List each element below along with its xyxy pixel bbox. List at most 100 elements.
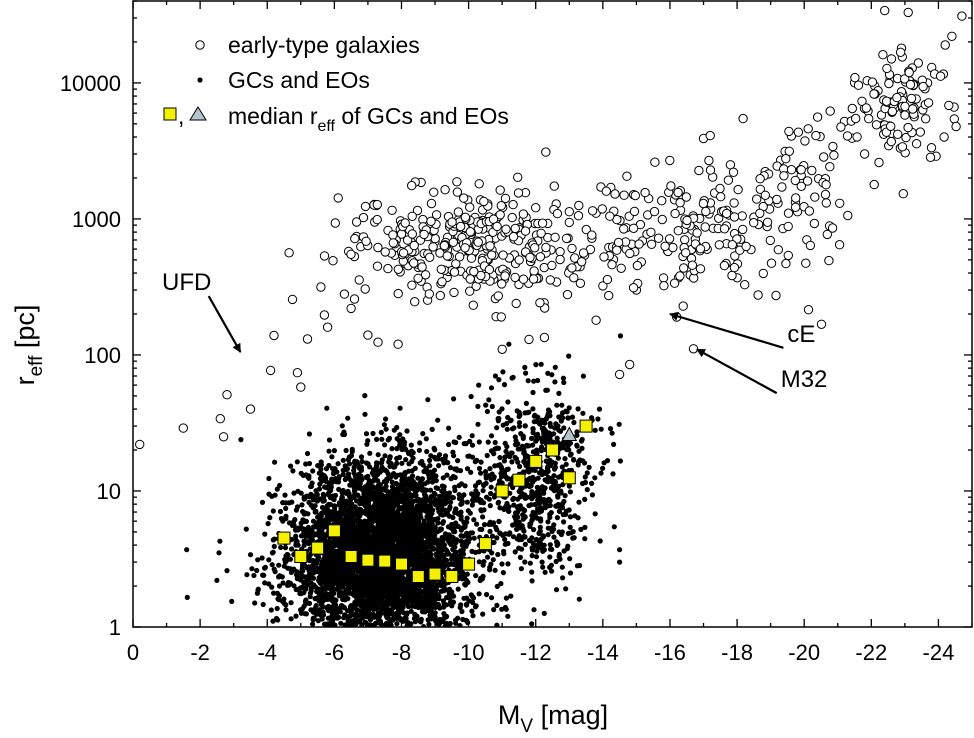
gc-eo-point: [329, 454, 335, 460]
gc-eo-point: [488, 490, 494, 497]
gc-eo-point: [286, 500, 292, 506]
gc-eo-point: [457, 604, 463, 611]
galaxy-point: [500, 271, 510, 281]
gc-eo-point: [303, 611, 309, 617]
galaxy-point: [598, 281, 608, 291]
galaxy-point: [581, 224, 591, 235]
galaxy-point: [460, 212, 471, 223]
galaxy-point: [409, 258, 419, 268]
galaxy-point: [284, 248, 294, 258]
galaxy-point: [762, 217, 773, 228]
gc-eo-point: [357, 617, 363, 624]
galaxy-point: [646, 227, 656, 238]
galaxy-point: [622, 171, 632, 181]
gc-eo-point: [416, 560, 422, 566]
gc-eo-point: [278, 544, 284, 551]
gc-eo-point: [347, 532, 353, 538]
gc-eo-point: [435, 548, 441, 554]
gc-eo-point: [464, 499, 470, 505]
galaxy-point: [781, 258, 791, 269]
galaxy-point: [681, 192, 691, 202]
gc-eo-point: [424, 608, 430, 614]
gc-eo-point: [270, 508, 276, 514]
gc-eo-point: [249, 566, 255, 572]
galaxy-point: [864, 114, 874, 124]
gc-eo-point: [410, 549, 416, 555]
galaxy-point: [949, 114, 959, 124]
gc-eo-point: [430, 475, 436, 481]
galaxy-point: [783, 250, 793, 261]
gc-eo-point: [290, 468, 296, 474]
gc-eo-point: [343, 579, 349, 585]
gc-eo-point: [424, 566, 430, 572]
gc-eo-point: [351, 592, 357, 598]
gc-eo-point: [308, 588, 314, 594]
gc-eo-point: [387, 454, 393, 460]
gc-eo-point: [265, 521, 271, 527]
galaxy-point: [328, 256, 338, 266]
gc-eo-point: [244, 572, 250, 578]
gc-eo-point: [327, 502, 334, 508]
gc-eo-point: [471, 517, 477, 523]
gc-eo-point: [429, 558, 435, 565]
gc-eo-point: [282, 545, 289, 551]
gc-eo-point: [401, 504, 407, 510]
gc-eo-point: [398, 586, 404, 593]
gc-eo-point: [373, 546, 379, 552]
gc-eo-point: [279, 598, 286, 604]
gc-eo-point: [578, 526, 584, 533]
galaxy-point: [322, 322, 333, 332]
gc-eo-point: [403, 457, 409, 463]
galaxy-point: [900, 101, 910, 112]
gc-eo-point: [365, 520, 371, 526]
gc-eo-point: [276, 562, 282, 568]
gc-eo-point: [499, 561, 505, 567]
gc-eo-point: [320, 498, 326, 504]
galaxy-point: [402, 235, 413, 245]
gc-eo-point: [251, 572, 257, 579]
gc-eo-point: [418, 514, 424, 520]
galaxy-point: [800, 136, 810, 146]
gc-eo-point: [307, 594, 313, 600]
gc-eo-point: [316, 486, 322, 492]
gc-eo-point: [423, 590, 429, 596]
galaxy-point: [738, 113, 748, 124]
gc-eo-point: [407, 623, 413, 627]
gc-eo-point: [530, 426, 536, 432]
galaxy-point: [886, 121, 896, 132]
galaxy-point: [809, 218, 820, 229]
gc-eo-point: [429, 479, 436, 485]
gc-eo-point: [306, 540, 312, 546]
galaxy-point: [363, 330, 373, 340]
galaxy-point: [801, 258, 811, 268]
galaxy-point: [498, 250, 508, 260]
gc-eo-point: [533, 536, 540, 543]
gc-eo-point: [357, 539, 363, 545]
gc-eo-point: [359, 580, 365, 586]
gc-eo-point: [373, 566, 380, 572]
gc-eo-point: [287, 566, 293, 572]
gc-eo-point: [308, 483, 314, 489]
gc-eo-point: [485, 554, 491, 560]
gc-eo-point: [324, 543, 331, 549]
gc-eo-point: [348, 623, 354, 627]
gc-eo-point: [443, 587, 449, 593]
gc-eo-point: [343, 447, 349, 454]
galaxy-point: [319, 251, 330, 261]
gc-eo-point: [397, 609, 403, 615]
gc-eo-point: [271, 590, 277, 596]
gc-eo-point: [294, 459, 300, 465]
galaxy-point: [508, 199, 518, 210]
gc-eo-point: [355, 523, 361, 529]
gc-eo-point: [408, 442, 414, 448]
gc-eo-point: [343, 541, 349, 547]
gc-eo-point: [459, 608, 465, 615]
gc-eo-point: [322, 518, 328, 524]
gc-eo-point: [320, 594, 326, 600]
gc-eo-point: [530, 406, 536, 412]
gc-eo-point: [443, 595, 450, 601]
gc-eo-point: [370, 430, 376, 437]
gc-eo-point: [367, 576, 373, 582]
galaxy-point: [245, 404, 256, 414]
gc-eo-point: [440, 598, 446, 604]
